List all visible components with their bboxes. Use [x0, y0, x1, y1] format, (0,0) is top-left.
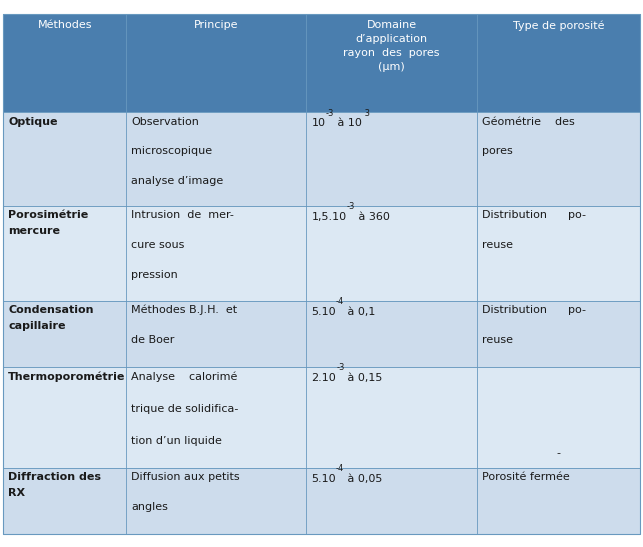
Bar [3, 367, 640, 468]
Text: Géométrie    des: Géométrie des [482, 117, 575, 127]
Text: Observation: Observation [131, 117, 199, 127]
Bar [3, 468, 640, 534]
Text: Thermoporométrie: Thermoporométrie [8, 371, 126, 382]
Text: Optique: Optique [8, 117, 58, 127]
Text: 10: 10 [311, 118, 325, 129]
Text: -4: -4 [336, 297, 344, 306]
Bar [3, 14, 640, 112]
Text: Domaine
d’application
rayon  des  pores
(μm): Domaine d’application rayon des pores (μ… [343, 20, 440, 72]
Text: -4: -4 [336, 464, 344, 473]
Text: 5.10: 5.10 [311, 307, 336, 317]
Text: à 360: à 360 [355, 212, 390, 222]
Text: reuse: reuse [482, 335, 513, 345]
Text: angles: angles [131, 502, 168, 513]
Text: Méthodes: Méthodes [37, 20, 92, 30]
Text: Diffusion aux petits: Diffusion aux petits [131, 472, 240, 482]
Text: -: - [556, 447, 560, 458]
Text: -3: -3 [336, 363, 345, 373]
Text: 5.10: 5.10 [311, 474, 336, 484]
Text: Méthodes B.J.H.  et: Méthodes B.J.H. et [131, 305, 237, 316]
Text: à 0,15: à 0,15 [345, 373, 383, 383]
Text: trique de solidifica-: trique de solidifica- [131, 404, 239, 414]
Text: à 0,1: à 0,1 [344, 307, 376, 317]
Text: microscopique: microscopique [131, 146, 212, 156]
Text: Principe: Principe [194, 20, 239, 30]
Text: 1,5.10: 1,5.10 [311, 212, 347, 222]
Text: Type de porosité: Type de porosité [512, 20, 604, 31]
Text: Distribution      po-: Distribution po- [482, 305, 586, 315]
Text: -3: -3 [325, 108, 334, 118]
Text: Intrusion  de  mer-: Intrusion de mer- [131, 210, 234, 220]
Bar [3, 112, 640, 206]
Bar [3, 301, 640, 367]
Text: pression: pression [131, 270, 178, 281]
Text: à 0,05: à 0,05 [344, 474, 383, 484]
Text: Diffraction des
RX: Diffraction des RX [8, 472, 102, 498]
Text: Distribution      po-: Distribution po- [482, 210, 586, 220]
Text: -3: -3 [347, 202, 355, 211]
Text: Analyse    calorimé: Analyse calorimé [131, 371, 238, 382]
Text: de Boer: de Boer [131, 335, 175, 345]
Text: pores: pores [482, 146, 512, 156]
Text: Porosité fermée: Porosité fermée [482, 472, 570, 482]
Text: cure sous: cure sous [131, 240, 185, 250]
Text: 2.10: 2.10 [311, 373, 336, 383]
Bar [3, 206, 640, 301]
Text: reuse: reuse [482, 240, 513, 250]
Text: Condensation
capillaire: Condensation capillaire [8, 305, 94, 331]
Text: analyse d’image: analyse d’image [131, 176, 224, 186]
Text: tion d’un liquide: tion d’un liquide [131, 436, 222, 446]
Text: à 10: à 10 [334, 118, 361, 129]
Text: Porosimétrie
mercure: Porosimétrie mercure [8, 210, 89, 236]
Text: 3: 3 [361, 108, 370, 118]
